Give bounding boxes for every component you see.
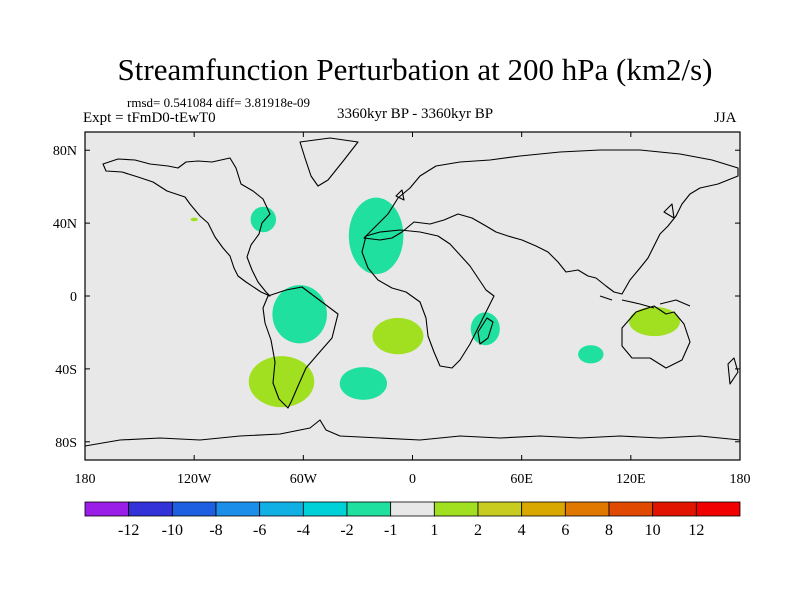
anomaly-madagascar: [470, 312, 500, 346]
anomaly-south-atlantic: [339, 367, 388, 400]
colorbar-label: 4: [518, 522, 526, 539]
y-tick-label: 40N: [53, 217, 77, 232]
colorbar-swatch: [302, 501, 348, 517]
axes: 180 120W 60W 0 60E 120E 180 80N 40N 0 40S 80S: [53, 132, 751, 487]
x-tick-label: 120E: [616, 472, 646, 487]
anomaly-great-lakes: [250, 206, 277, 233]
colorbar-swatch: [564, 501, 610, 517]
colorbar-swatch: [84, 501, 130, 517]
colorbar-swatch: [433, 501, 479, 517]
colorbar-label: -12: [118, 522, 139, 539]
colorbar-label: -8: [209, 522, 222, 539]
coastlines: [85, 137, 740, 447]
period-label: 3360kyr BP - 3360kyr BP: [336, 106, 494, 122]
anomaly-south-atlantic-tropics: [372, 317, 424, 355]
anomaly-western-north-america: [190, 217, 198, 222]
x-tick-label: 180: [730, 472, 751, 487]
colorbar-swatch: [259, 501, 304, 517]
colorbar-label: -2: [340, 522, 353, 539]
season-label: JJA: [714, 110, 737, 126]
y-tick-label: 0: [70, 290, 77, 305]
colorbar-swatch: [128, 501, 173, 517]
colorbar-swatch: [390, 501, 435, 517]
stats-label: rmsd= 0.541084 diff= 3.81918e-09: [127, 95, 311, 110]
experiment-label: Expt = tFmD0-tEwT0: [83, 110, 216, 126]
colorbar-label: -1: [384, 522, 397, 539]
colorbar-label: 10: [645, 522, 661, 539]
colorbar-label: -6: [253, 522, 266, 539]
colorbar-swatch: [521, 501, 566, 517]
colorbar-swatch: [477, 501, 523, 517]
anomaly-southern-south-america: [248, 356, 315, 408]
colorbar-label: 1: [430, 522, 438, 539]
anomaly-tropical-south-america: [272, 285, 327, 344]
x-tick-label: 60E: [510, 472, 533, 487]
x-tick-label: 180: [75, 472, 96, 487]
colorbar-label: 12: [688, 522, 704, 539]
colorbar-label: 8: [605, 522, 613, 539]
colorbar-label: -4: [297, 522, 310, 539]
colorbar-label: 2: [474, 522, 482, 539]
anomaly-north-atlantic: [348, 197, 404, 275]
colorbar-swatch: [652, 501, 697, 517]
y-tick-label: 80N: [53, 144, 77, 159]
colorbar-label: 6: [561, 522, 569, 539]
anomaly-southern-indian-ocean: [578, 345, 604, 364]
colorbar-swatch: [608, 501, 654, 517]
colorbar-swatch: [171, 501, 217, 517]
x-tick-label: 60W: [290, 472, 318, 487]
colorbar-swatch: [346, 501, 392, 517]
colorbar-label: -10: [162, 522, 183, 539]
chart-title: Streamfunction Perturbation at 200 hPa (…: [117, 52, 713, 87]
x-tick-label: 120W: [177, 472, 212, 487]
y-tick-label: 40S: [55, 363, 77, 378]
colorbar-swatch: [695, 501, 741, 517]
colorbar: -12 -10 -8 -6 -4 -2 -1 1 2 4 6 8 10 12: [84, 501, 741, 539]
x-tick-label: 0: [409, 472, 416, 487]
colorbar-swatch: [215, 501, 261, 517]
y-tick-label: 80S: [55, 436, 77, 451]
